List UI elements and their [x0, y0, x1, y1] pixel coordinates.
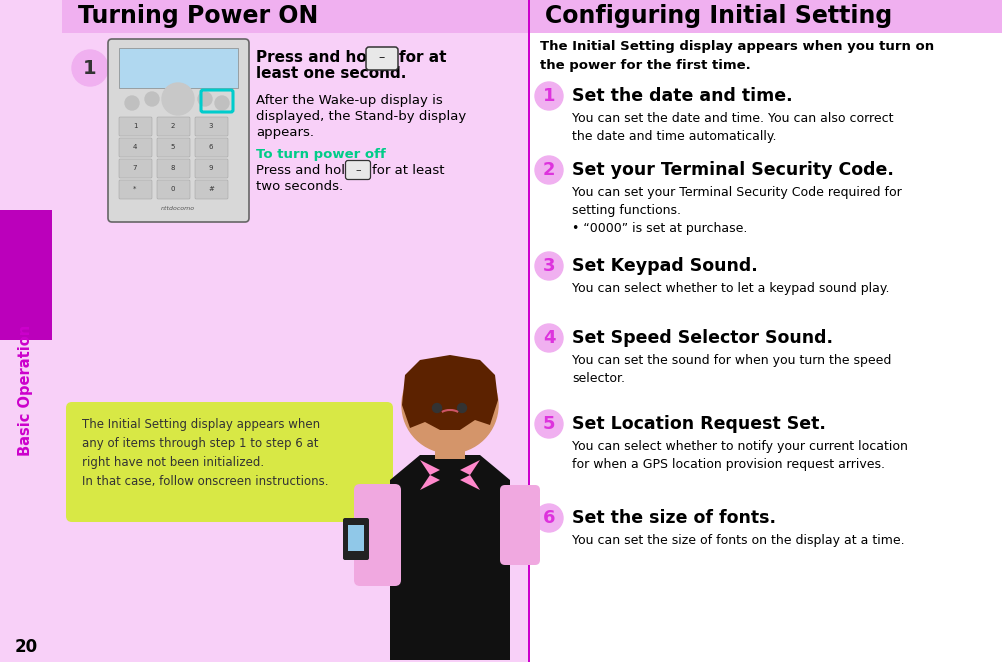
- FancyBboxPatch shape: [0, 0, 62, 662]
- FancyBboxPatch shape: [194, 180, 227, 199]
- FancyBboxPatch shape: [62, 0, 529, 33]
- Text: You can select whether to notify your current location
for when a GPS location p: You can select whether to notify your cu…: [571, 440, 907, 471]
- FancyBboxPatch shape: [119, 180, 152, 199]
- FancyBboxPatch shape: [157, 159, 189, 178]
- Text: To turn power off: To turn power off: [256, 148, 386, 161]
- Circle shape: [145, 92, 159, 106]
- Text: 5: 5: [170, 144, 175, 150]
- Circle shape: [72, 50, 108, 86]
- Text: Set Keypad Sound.: Set Keypad Sound.: [571, 257, 757, 275]
- Text: 0: 0: [170, 186, 175, 192]
- Polygon shape: [420, 460, 440, 490]
- FancyBboxPatch shape: [354, 484, 401, 586]
- Text: Set your Terminal Security Code.: Set your Terminal Security Code.: [571, 161, 893, 179]
- Text: Turning Power ON: Turning Power ON: [78, 4, 318, 28]
- Text: least one second.: least one second.: [256, 66, 406, 81]
- FancyBboxPatch shape: [0, 210, 52, 340]
- Circle shape: [534, 504, 562, 532]
- Text: for at least: for at least: [372, 164, 444, 177]
- Text: 6: 6: [208, 144, 213, 150]
- Text: Press and hold: Press and hold: [256, 50, 382, 66]
- FancyBboxPatch shape: [529, 0, 1002, 33]
- FancyBboxPatch shape: [0, 0, 529, 662]
- Circle shape: [432, 404, 441, 412]
- Polygon shape: [357, 516, 417, 561]
- Text: for at: for at: [399, 50, 446, 66]
- FancyBboxPatch shape: [119, 138, 152, 157]
- Text: You can set the size of fonts on the display at a time.: You can set the size of fonts on the dis…: [571, 534, 904, 547]
- Text: displayed, the Stand-by display: displayed, the Stand-by display: [256, 110, 466, 123]
- Text: Press and hold: Press and hold: [256, 164, 353, 177]
- Text: –: –: [355, 165, 361, 175]
- FancyBboxPatch shape: [194, 159, 227, 178]
- Circle shape: [214, 96, 228, 110]
- Circle shape: [402, 357, 498, 453]
- FancyBboxPatch shape: [119, 159, 152, 178]
- Text: Basic Operation: Basic Operation: [18, 324, 33, 455]
- Circle shape: [457, 404, 466, 412]
- Text: appears.: appears.: [256, 126, 314, 139]
- FancyBboxPatch shape: [157, 117, 189, 136]
- Text: Set the date and time.: Set the date and time.: [571, 87, 792, 105]
- FancyBboxPatch shape: [529, 0, 1002, 662]
- FancyBboxPatch shape: [157, 138, 189, 157]
- Text: 9: 9: [208, 165, 213, 171]
- Text: 4: 4: [542, 329, 555, 347]
- Text: You can select whether to let a keypad sound play.: You can select whether to let a keypad s…: [571, 282, 889, 295]
- Text: Set the size of fonts.: Set the size of fonts.: [571, 509, 776, 527]
- Circle shape: [162, 83, 193, 115]
- Circle shape: [534, 156, 562, 184]
- Text: 6: 6: [542, 509, 555, 527]
- Text: 3: 3: [542, 257, 555, 275]
- Text: You can set the date and time. You can also correct
the date and time automatica: You can set the date and time. You can a…: [571, 112, 893, 143]
- Polygon shape: [402, 355, 498, 430]
- Text: 1: 1: [542, 87, 555, 105]
- Text: 3: 3: [208, 123, 213, 129]
- FancyBboxPatch shape: [194, 117, 227, 136]
- Text: Set Location Request Set.: Set Location Request Set.: [571, 415, 825, 433]
- FancyBboxPatch shape: [343, 518, 369, 560]
- Text: The Initial Setting display appears when you turn on
the power for the first tim: The Initial Setting display appears when…: [539, 40, 933, 71]
- Text: 7: 7: [132, 165, 137, 171]
- Text: The Initial Setting display appears when
any of items through step 1 to step 6 a: The Initial Setting display appears when…: [82, 418, 329, 488]
- Text: –: –: [379, 52, 385, 64]
- Polygon shape: [390, 455, 509, 660]
- FancyBboxPatch shape: [366, 47, 398, 70]
- Text: 20: 20: [14, 638, 37, 656]
- Text: Configuring Initial Setting: Configuring Initial Setting: [544, 4, 892, 28]
- Text: You can set the sound for when you turn the speed
selector.: You can set the sound for when you turn …: [571, 354, 891, 385]
- Text: 1: 1: [132, 123, 137, 129]
- FancyBboxPatch shape: [527, 0, 529, 662]
- Text: After the Wake-up display is: After the Wake-up display is: [256, 94, 442, 107]
- FancyBboxPatch shape: [435, 435, 465, 459]
- FancyBboxPatch shape: [157, 180, 189, 199]
- Text: 5: 5: [542, 415, 555, 433]
- Text: 8: 8: [170, 165, 175, 171]
- FancyBboxPatch shape: [348, 525, 364, 551]
- Text: 2: 2: [542, 161, 555, 179]
- Circle shape: [534, 252, 562, 280]
- Circle shape: [534, 324, 562, 352]
- Polygon shape: [460, 460, 480, 490]
- Text: nttdocomo: nttdocomo: [160, 205, 194, 211]
- Text: 4: 4: [132, 144, 137, 150]
- FancyBboxPatch shape: [345, 160, 370, 179]
- Text: Set Speed Selector Sound.: Set Speed Selector Sound.: [571, 329, 833, 347]
- FancyBboxPatch shape: [119, 48, 237, 88]
- FancyBboxPatch shape: [119, 117, 152, 136]
- FancyBboxPatch shape: [194, 138, 227, 157]
- FancyBboxPatch shape: [66, 402, 393, 522]
- Circle shape: [125, 96, 139, 110]
- Text: You can set your Terminal Security Code required for
setting functions.
• “0000”: You can set your Terminal Security Code …: [571, 186, 901, 235]
- FancyBboxPatch shape: [108, 39, 248, 222]
- FancyBboxPatch shape: [500, 485, 539, 565]
- Circle shape: [534, 82, 562, 110]
- Text: 1: 1: [83, 58, 97, 77]
- Circle shape: [197, 92, 211, 106]
- Text: *: *: [133, 186, 136, 192]
- Circle shape: [534, 410, 562, 438]
- Text: #: #: [207, 186, 213, 192]
- Text: two seconds.: two seconds.: [256, 180, 343, 193]
- Text: 2: 2: [170, 123, 175, 129]
